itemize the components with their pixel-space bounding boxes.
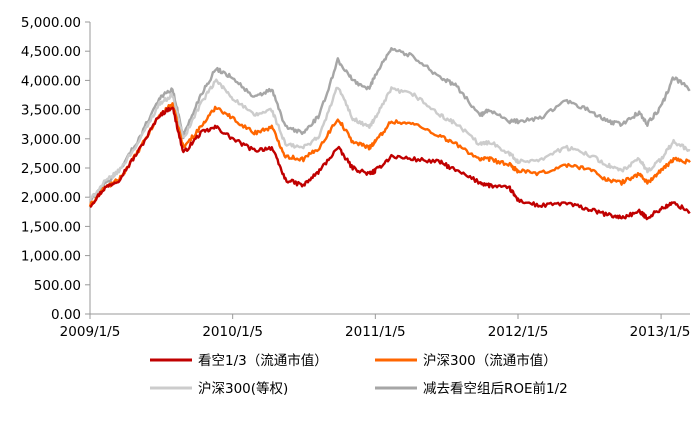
legend-label: 沪深300（流通市值） xyxy=(423,352,557,369)
y-tick-label: 500.00 xyxy=(34,278,81,294)
y-tick-label: 5,000.00 xyxy=(21,15,81,31)
y-tick-label: 2,000.00 xyxy=(21,190,81,206)
y-tick-label: 3,000.00 xyxy=(21,132,81,148)
legend-label: 沪深300(等权) xyxy=(198,380,288,397)
legend: 看空1/3（流通市值） 沪深300（流通市值） 沪深300(等权) 减去看空组后ROE… xyxy=(150,352,568,397)
y-tick-label: 3,500.00 xyxy=(21,103,81,119)
x-tick-label: 2011/1/5 xyxy=(345,324,406,340)
y-tick-label: 1,000.00 xyxy=(21,249,81,265)
series-line xyxy=(88,102,691,207)
y-tick-label: 2,500.00 xyxy=(21,161,81,177)
axes: 0.00 500.00 1,000.00 1,500.00 2,000.00 2,500.… xyxy=(21,15,690,340)
y-tick-label: 4,000.00 xyxy=(21,73,81,89)
x-tick-label: 2009/1/5 xyxy=(60,324,121,340)
x-tick-label: 2012/1/5 xyxy=(488,324,549,340)
series-line xyxy=(89,106,691,221)
legend-label: 减去看空组后ROE前1/2 xyxy=(423,380,568,397)
legend-label: 看空1/3（流通市值） xyxy=(198,352,328,369)
x-tick-label: 2013/1/5 xyxy=(630,324,691,340)
plot-area xyxy=(88,47,691,221)
x-tick-label: 2010/1/5 xyxy=(202,324,263,340)
series-line xyxy=(88,78,691,201)
y-tick-label: 4,500.00 xyxy=(21,44,81,60)
y-tick-label: 0.00 xyxy=(51,307,81,323)
y-tick-label: 1,500.00 xyxy=(21,219,81,235)
